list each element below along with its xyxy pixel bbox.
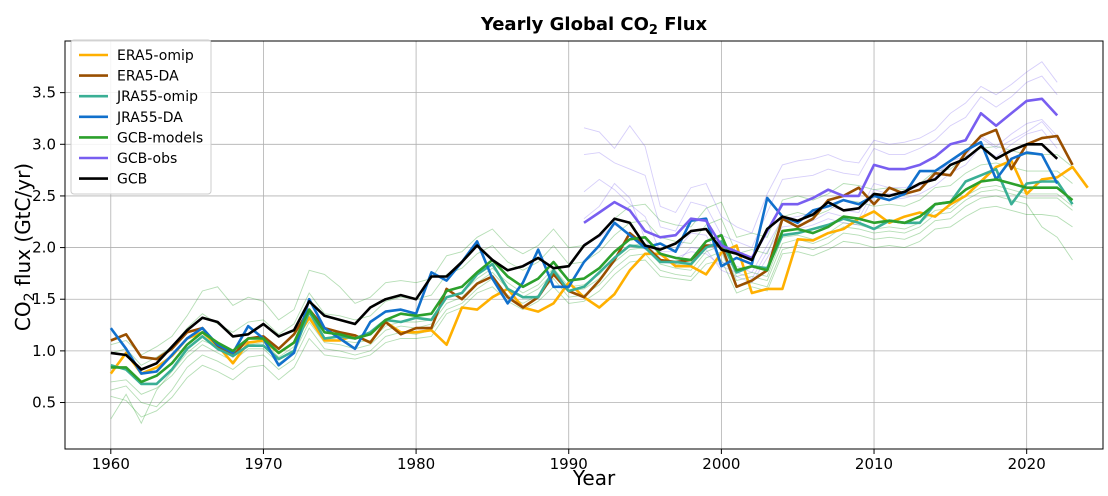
x-tick-label: 1960: [92, 455, 130, 473]
legend-box: [70, 39, 212, 195]
legend-label-jra55-omip: JRA55-omip: [116, 89, 198, 105]
chart-title: Yearly Global CO2 Flux: [480, 14, 708, 38]
y-tick-label: 1.5: [32, 290, 56, 308]
gcb-model-member-line: [110, 162, 1073, 366]
y-tick-label: 3.0: [32, 135, 56, 153]
y-tick-label: 2.5: [32, 187, 56, 205]
legend-label-era5-da: ERA5-DA: [117, 69, 179, 85]
x-axis-ticks: 1960 1970 1980 1990 2000 2010 2020: [92, 449, 1046, 473]
x-axis-label: Year: [572, 466, 616, 490]
gcb-obs-member-line: [583, 75, 1058, 249]
plot-frame: [64, 40, 1104, 450]
legend-label-era5-omip: ERA5-omip: [117, 48, 194, 64]
y-tick-label: 0.5: [32, 394, 56, 412]
series-line-gcb-models: [110, 178, 1074, 384]
plot-area: 1960 1970 1980 1990 2000 2010 2020 0.5 1.0 1.5 2.…: [32, 40, 1104, 473]
legend-label-gcb-obs: GCB-obs: [117, 151, 177, 167]
y-tick-label: 1.0: [32, 342, 56, 360]
y-tick-label: 3.5: [32, 84, 56, 102]
legend: ERA5-omip ERA5-DA JRA55-omip JRA55-DA GCB-mo…: [70, 39, 212, 195]
y-axis-ticks: 0.5 1.0 1.5 2.0 2.5 3.0 3.5: [32, 84, 65, 412]
x-tick-label: 1990: [550, 455, 588, 473]
gcb-model-member-line: [110, 189, 1073, 395]
series-line-gcb: [110, 143, 1059, 371]
main-series-lines: [109, 97, 1089, 386]
series-line-era5-da: [110, 128, 1074, 361]
x-tick-label: 1970: [244, 455, 282, 473]
legend-label-jra55-da: JRA55-DA: [116, 110, 183, 126]
series-line-jra55-da: [109, 140, 1059, 375]
y-axis-label: CO2 flux (GtC/yr): [11, 163, 38, 331]
gcb-model-member-line: [110, 205, 1073, 418]
x-tick-label: 2020: [1008, 455, 1046, 473]
y-tick-label: 2.0: [32, 239, 56, 257]
legend-label-gcb: GCB: [117, 172, 147, 188]
series-line-gcb-obs: [583, 97, 1059, 260]
legend-label-gcb-models: GCB-models: [117, 130, 203, 146]
x-tick-label: 2010: [855, 455, 893, 473]
x-tick-label: 1980: [397, 455, 435, 473]
gcb-obs-member-line: [583, 61, 1058, 234]
x-tick-label: 2000: [702, 455, 740, 473]
